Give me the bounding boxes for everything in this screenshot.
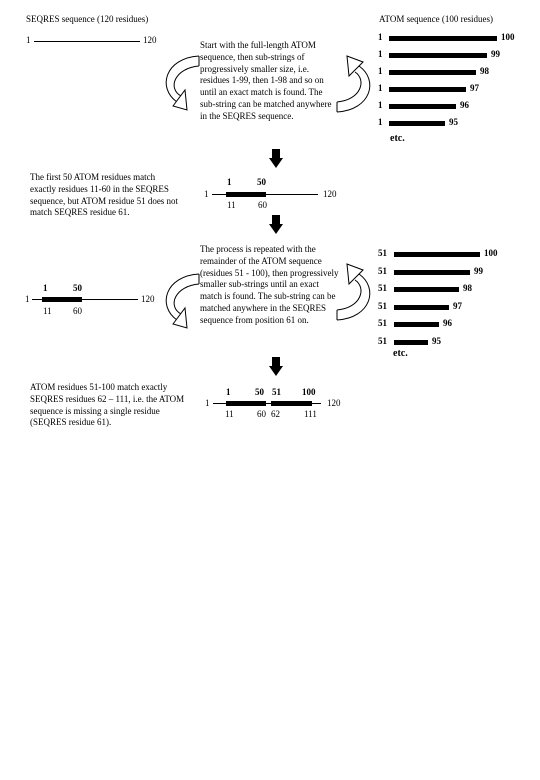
step1-bar-start-label: 1 <box>378 100 383 110</box>
step1-bar-end-label: 96 <box>460 100 469 110</box>
step3-bar-end-label: 95 <box>432 335 441 346</box>
step3-atom-start: 1 <box>43 283 48 293</box>
step4-line-end: 120 <box>327 398 341 408</box>
step1-atom-bar <box>389 104 456 109</box>
step4-match-segment-1 <box>226 401 266 406</box>
step3-bar-start-label: 51 <box>378 300 387 311</box>
step1-bar-end-label: 99 <box>491 49 500 59</box>
step4-atom1-end: 50 <box>255 387 264 397</box>
step1-atom-bar <box>389 36 497 41</box>
step3-bar-start-label: 51 <box>378 265 387 276</box>
step3-bar-end-label: 96 <box>443 318 452 328</box>
step2-line-start: 1 <box>204 189 209 199</box>
step3-bar-start-label: 51 <box>378 318 387 328</box>
step4-atom2-end: 100 <box>302 387 316 397</box>
step4-seqres-line <box>213 403 321 404</box>
down-arrow-icon <box>269 149 283 168</box>
step4-atom2-start: 51 <box>272 387 281 397</box>
step1-atom-bar <box>389 87 466 92</box>
step3-atom-bar <box>394 304 449 310</box>
cycle-arrow-left-icon <box>165 273 200 329</box>
step2-match-segment <box>226 192 266 197</box>
cycle-arrow-right-icon <box>336 55 371 113</box>
step3-bar-end-label: 100 <box>484 248 498 258</box>
step1-bar-start-label: 1 <box>378 83 383 93</box>
step3-atom-bar <box>394 322 439 327</box>
step2-line-end: 120 <box>323 189 337 199</box>
step1-bar-end-label: 98 <box>480 66 489 76</box>
step4-match-segment-2 <box>271 401 312 406</box>
seqres-start-label: 1 <box>26 35 31 45</box>
seqres-header: SEQRES sequence (120 residues) <box>26 14 149 24</box>
seqres-end-label: 120 <box>143 35 157 45</box>
down-arrow-icon <box>269 215 283 234</box>
step1-bar-end-label: 97 <box>470 83 479 93</box>
step3-seq-end: 60 <box>73 306 82 316</box>
step4-seq1-end: 60 <box>257 409 266 419</box>
step3-bar-end-label: 97 <box>453 300 462 311</box>
cycle-arrow-left-icon <box>165 55 200 111</box>
step4-atom1-start: 1 <box>226 387 231 397</box>
step4-seq2-start: 62 <box>271 409 280 419</box>
step3-line-start: 1 <box>25 294 30 304</box>
atom-header: ATOM sequence (100 residues) <box>379 14 494 24</box>
step4-line-start: 1 <box>205 398 210 408</box>
step4-seq1-start: 11 <box>225 409 234 419</box>
step1-bar-start-label: 1 <box>378 66 383 76</box>
step3-line-end: 120 <box>141 294 155 304</box>
step3-seq-start: 11 <box>43 306 52 316</box>
step3-bar-end-label: 99 <box>474 265 483 276</box>
step2-atom-end: 50 <box>257 177 266 187</box>
step1-bar-start-label: 1 <box>378 117 383 127</box>
step1-bar-end-label: 100 <box>501 32 515 42</box>
step3-atom-bar <box>394 269 470 275</box>
step1-description: Start with the full-length ATOM sequence… <box>200 40 332 121</box>
step3-etc: etc. <box>393 348 408 359</box>
step4-description: ATOM residues 51-100 match exactly SEQRE… <box>30 382 185 428</box>
step3-bar-start-label: 51 <box>378 248 387 258</box>
step3-match-segment <box>42 297 82 302</box>
step1-bar-start-label: 1 <box>378 49 383 59</box>
step2-atom-start: 1 <box>227 177 232 187</box>
step3-bar-start-label: 51 <box>378 283 387 293</box>
step1-atom-bar <box>389 121 445 126</box>
step1-bar-start-label: 1 <box>378 32 383 42</box>
cycle-arrow-right-icon <box>336 263 371 321</box>
step4-seq2-end: 111 <box>304 409 317 419</box>
step3-seqres-line <box>32 299 138 300</box>
step3-atom-end: 50 <box>73 283 82 293</box>
step2-seq-end: 60 <box>258 200 267 210</box>
step3-atom-bar <box>394 339 428 345</box>
step3-description: The process is repeated with the remaind… <box>200 244 339 325</box>
step1-bar-end-label: 95 <box>449 117 458 127</box>
step1-etc: etc. <box>390 133 405 144</box>
step1-atom-bar <box>389 53 487 58</box>
seqres-line <box>34 41 140 42</box>
down-arrow-icon <box>269 357 283 376</box>
step2-description: The first 50 ATOM residues match exactly… <box>30 172 179 218</box>
step3-atom-bar <box>394 252 480 257</box>
step3-bar-end-label: 98 <box>463 283 472 293</box>
step3-atom-bar <box>394 287 459 292</box>
step1-atom-bar <box>389 70 476 75</box>
step2-seq-start: 11 <box>227 200 236 210</box>
step3-bar-start-label: 51 <box>378 335 387 346</box>
